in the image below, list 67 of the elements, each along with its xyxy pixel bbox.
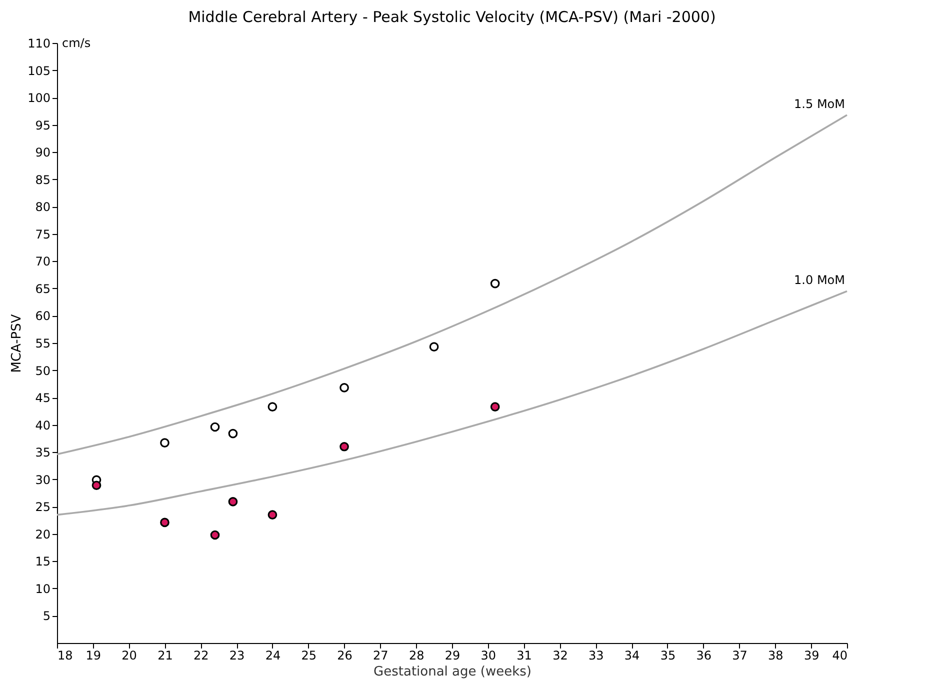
point xyxy=(340,442,349,452)
y-tick-label: 5 xyxy=(42,609,50,624)
x-tick-label: 37 xyxy=(732,648,748,662)
x-tick-label: 29 xyxy=(444,648,460,662)
x-tick-label: 26 xyxy=(337,648,352,662)
series-label: 1.0 MoM xyxy=(794,273,845,288)
chart-title: Middle Cerebral Artery - Peak Systolic Velocity (MCA-PSV) (Mari -2000) xyxy=(188,8,716,26)
y-tick-label: 30 xyxy=(35,472,50,487)
x-tick-label: 36 xyxy=(696,648,712,662)
y-axis-title: MCA-PSV xyxy=(10,314,25,373)
series-label: 1.5 MoM xyxy=(794,97,845,111)
y-tick-label: 15 xyxy=(35,554,50,569)
line-series xyxy=(56,114,848,456)
point xyxy=(340,383,349,392)
y-tick-label: 100 xyxy=(28,91,50,106)
y-tick-label: 50 xyxy=(35,364,50,378)
y-tick-label: 95 xyxy=(35,118,50,132)
point xyxy=(228,428,238,438)
point xyxy=(228,497,238,506)
y-tick-label: 85 xyxy=(35,172,50,187)
point xyxy=(268,402,278,412)
x-tick-label: 31 xyxy=(516,648,532,662)
y-tick-label: 55 xyxy=(35,336,50,350)
y-tick-label: 25 xyxy=(35,500,50,514)
x-tick-label: 24 xyxy=(265,648,281,662)
x-tick-label: 38 xyxy=(768,648,784,662)
x-tick-label: 21 xyxy=(158,648,173,662)
point xyxy=(210,422,220,432)
annotation: cm/s xyxy=(62,36,91,50)
y-tick-label: 90 xyxy=(35,146,50,160)
x-tick-label: 39 xyxy=(804,648,820,662)
y-tick-label: 65 xyxy=(35,282,50,296)
x-tick-label: 18 xyxy=(58,648,73,662)
y-tick-label: 70 xyxy=(35,254,50,269)
point xyxy=(429,342,439,352)
x-axis-title: Gestational age (weeks) xyxy=(374,664,532,680)
y-tick-label: 110 xyxy=(28,36,50,50)
x-tick-label: 19 xyxy=(86,648,102,662)
point xyxy=(160,438,170,448)
y-tick-label: 40 xyxy=(35,418,50,432)
point xyxy=(490,402,500,412)
y-tick-label: 10 xyxy=(35,582,50,596)
x-tick-label: 25 xyxy=(301,648,317,662)
x-tick-label: 20 xyxy=(122,648,137,662)
y-tick-label: 45 xyxy=(35,391,50,406)
line-series xyxy=(56,290,848,516)
x-tick-label: 22 xyxy=(193,648,209,662)
y-tick-label: 105 xyxy=(28,64,50,78)
y-tick-label: 75 xyxy=(35,227,50,242)
x-tick-label: 40 xyxy=(832,648,848,662)
x-tick-label: 28 xyxy=(408,648,424,662)
x-tick-label: 30 xyxy=(480,648,496,662)
x-tick-label: 34 xyxy=(624,648,640,662)
point xyxy=(268,510,278,520)
x-tick-label: 35 xyxy=(660,648,676,662)
point xyxy=(92,480,102,490)
y-tick-label: 60 xyxy=(35,309,50,324)
point xyxy=(210,530,220,540)
x-tick-label: 32 xyxy=(552,648,568,662)
y-tick-label: 35 xyxy=(35,446,50,460)
x-tick-label: 23 xyxy=(229,648,245,662)
y-tick-label: 80 xyxy=(35,200,50,214)
x-tick-label: 27 xyxy=(373,648,388,662)
point xyxy=(160,518,170,528)
x-tick-label: 33 xyxy=(588,648,604,662)
y-tick-label: 20 xyxy=(35,527,50,542)
point xyxy=(490,278,500,288)
